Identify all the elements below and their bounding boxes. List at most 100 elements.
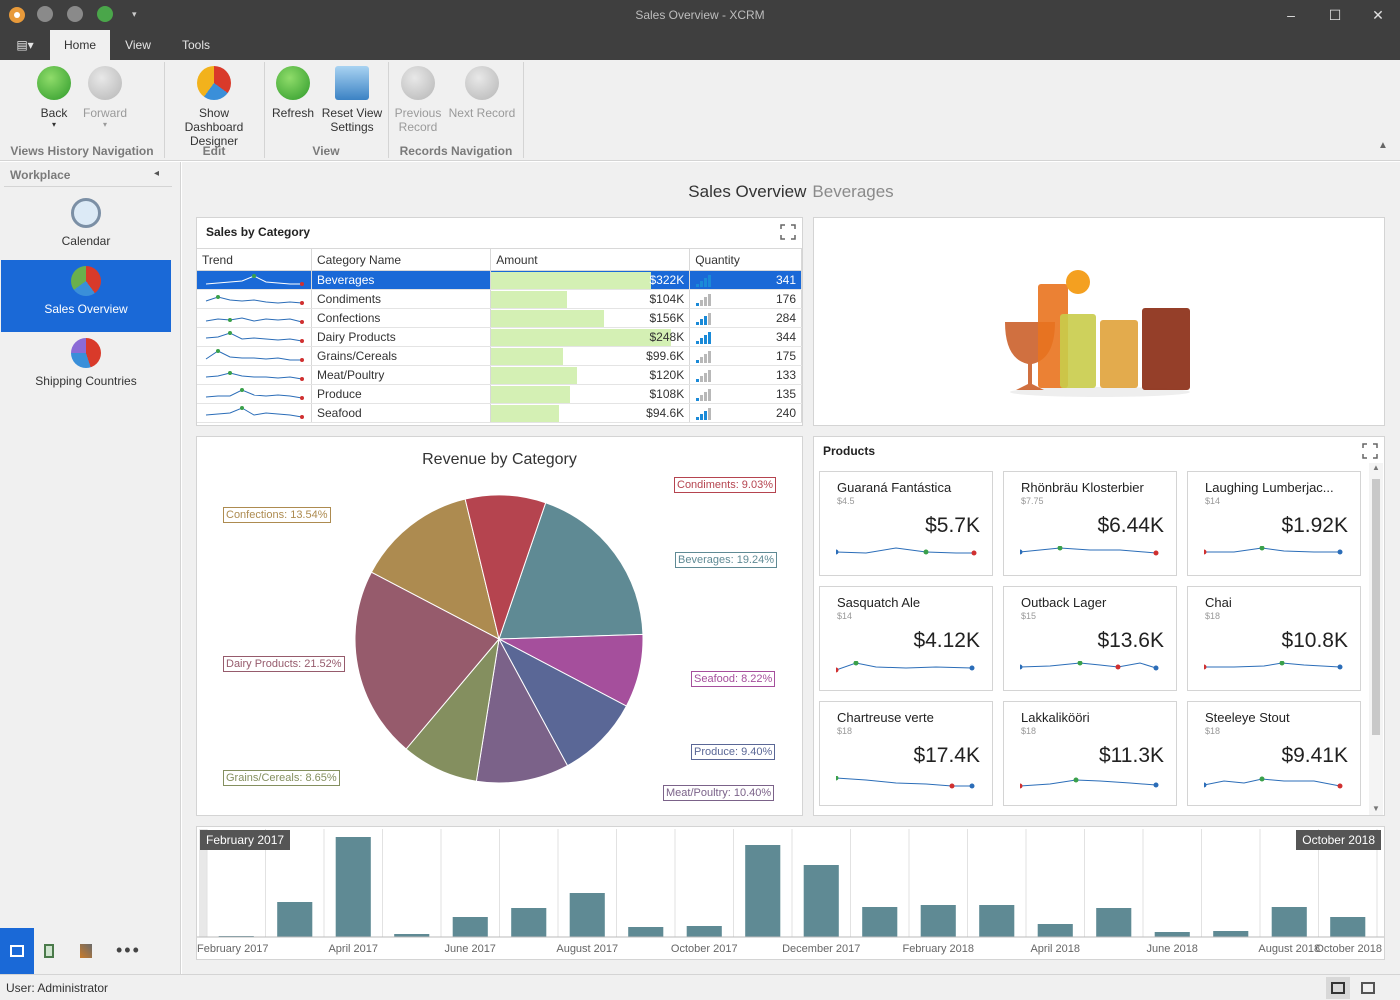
product-card[interactable]: Rhönbräu Klosterbier $7.75 $6.44K [1003,471,1177,576]
reset-view-settings-button[interactable]: Reset View Settings [320,66,384,134]
maximize-button[interactable]: ☐ [1328,7,1342,23]
sidebar-item-shipping-countries[interactable]: Shipping Countries [1,332,171,404]
trend-cell [197,346,312,366]
product-sparkline [1020,546,1159,556]
tick-label: August 2017 [556,943,618,955]
range-start-label: February 2017 [200,830,291,850]
products-panel: Products Guaraná Fantástica $4.5 $5.7K R… [813,436,1385,816]
products-scrollbar[interactable]: ▲ ▼ [1369,463,1383,815]
reading-view-button[interactable] [1356,977,1380,999]
app-menu-button[interactable]: ▤▾ [8,30,42,60]
qa-customize-icon[interactable]: ▾ [132,9,137,19]
collapse-ribbon-icon[interactable]: ▲ [1378,140,1388,151]
status-bar: User: Administrator [0,974,1400,1000]
quantity-cell: 176 [689,289,802,309]
tab-home[interactable]: Home [50,30,110,60]
quantity-value: 341 [775,273,796,287]
tab-view[interactable]: View [125,38,151,52]
more-options-icon[interactable]: ••• [116,940,141,960]
collapse-sidebar-icon[interactable]: ◂ [154,168,160,179]
tools-icon[interactable] [80,944,92,958]
navbar-view-button[interactable] [0,928,34,974]
range-filter-panel: February 2017 April 2017 June 2017 August 2… [196,826,1385,960]
panel-title: Sales by Category [206,225,311,239]
category-cell: Seafood [311,403,492,423]
month-bar [1037,924,1073,937]
amount-cell: $120K [490,365,691,385]
trend-sparkline [205,371,304,381]
col-amount[interactable]: Amount [490,248,691,271]
show-dashboard-designer-button[interactable]: Show Dashboard Designer [170,66,258,148]
pie-slice-produce[interactable] [497,637,628,767]
maximize-panel-icon[interactable] [780,224,796,240]
product-card[interactable]: Outback Lager $15 $13.6K [1003,586,1177,691]
pie-slice-beverages[interactable] [498,502,644,640]
contacts-book-icon[interactable] [44,944,54,958]
trend-cell [197,270,312,290]
minimize-button[interactable]: – [1287,7,1295,23]
pie-slice-condiments[interactable] [464,494,547,641]
product-card[interactable]: Laughing Lumberjac... $14 $1.92K [1187,471,1361,576]
product-card[interactable]: Chartreuse verte $18 $17.4K [819,701,993,806]
quantity-cell: 284 [689,308,802,328]
table-row[interactable]: Produce $108K 135 [197,384,802,404]
trend-sparkline [205,349,304,362]
normal-view-button[interactable] [1326,977,1350,999]
pie-slice-confections[interactable] [370,498,500,640]
col-trend[interactable]: Trend [197,248,312,271]
range-handle-left[interactable] [199,829,207,937]
trend-cell [197,289,312,309]
scroll-down-icon[interactable]: ▼ [1372,804,1380,813]
category-name: Confections [317,311,381,325]
scroll-up-icon[interactable]: ▲ [1372,463,1380,472]
quantity-cell: 341 [689,270,802,290]
product-card[interactable]: Guaraná Fantástica $4.5 $5.7K [819,471,993,576]
maximize-panel-icon[interactable] [1362,443,1378,459]
quantity-value: 135 [775,387,796,401]
qa-down-icon[interactable] [67,6,83,22]
table-row[interactable]: Meat/Poultry $120K 133 [197,365,802,385]
sidebar-item-calendar[interactable]: Calendar [1,192,171,264]
month-bar [394,934,430,937]
qa-up-icon[interactable] [37,6,53,22]
product-card[interactable]: Lakkalikööri $18 $11.3K [1003,701,1177,806]
category-name: Beverages [317,273,375,287]
table-row[interactable]: Confections $156K 284 [197,308,802,328]
table-row[interactable]: Grains/Cereals $99.6K 175 [197,346,802,366]
tick-label: June 2018 [1147,943,1198,955]
month-bar [862,907,898,937]
product-card[interactable]: Chai $18 $10.8K [1187,586,1361,691]
qa-refresh-icon[interactable] [97,6,113,22]
down-arrow-icon [465,66,499,100]
table-row[interactable]: Condiments $104K 176 [197,289,802,309]
trend-cell [197,308,312,328]
sidebar-item-sales-overview[interactable]: Sales Overview [1,260,171,332]
back-button[interactable]: Back ▾ [30,66,78,129]
pie-slice-meat-poultry[interactable] [475,637,569,784]
trend-sparkline [205,274,304,286]
refresh-button[interactable]: Refresh [268,66,318,120]
scrollbar-thumb[interactable] [1372,479,1380,735]
amount-bar [491,405,560,422]
month-bar [1154,932,1190,937]
pie-slice-dairy-products[interactable] [354,571,500,750]
col-quantity[interactable]: Quantity [689,248,802,271]
forward-button[interactable]: Forward ▾ [78,66,132,129]
close-button[interactable]: ✕ [1372,7,1384,23]
quantity-value: 284 [775,311,796,325]
tab-tools[interactable]: Tools [181,38,210,52]
monthly-range-chart[interactable]: February 2017 April 2017 June 2017 August 2… [197,827,1384,959]
previous-record-button[interactable]: Previous Record [392,66,444,134]
product-card[interactable]: Sasquatch Ale $14 $4.12K [819,586,993,691]
amount-value: $322K [649,273,685,287]
app-menu-icon: ▤▾ [16,38,34,52]
table-row[interactable]: Beverages $322K 341 [197,270,802,290]
col-category-name[interactable]: Category Name [311,248,492,271]
table-row[interactable]: Seafood $94.6K 240 [197,403,802,423]
table-row[interactable]: Dairy Products $248K 344 [197,327,802,347]
ribbon: Back ▾ Forward ▾ Views History Navigation … [0,60,1400,161]
quantity-level-icon [696,313,712,325]
product-card[interactable]: Steeleye Stout $18 $9.41K [1187,701,1361,806]
quantity-cell: 344 [689,327,802,347]
next-record-button[interactable]: Next Record [448,66,516,120]
